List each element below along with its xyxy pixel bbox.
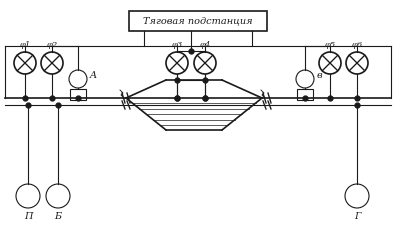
Text: φ5: φ5: [324, 41, 336, 49]
Bar: [70, 89, 86, 99]
Text: φ6: φ6: [351, 41, 363, 49]
Text: П: П: [24, 212, 32, 221]
Text: φ4: φ4: [199, 41, 211, 49]
Text: Г: Г: [354, 212, 360, 221]
Text: φ3: φ3: [171, 41, 183, 49]
Bar: [297, 89, 313, 99]
Text: в: в: [317, 71, 323, 79]
Text: A: A: [90, 71, 97, 79]
Text: Тяговая подстанция: Тяговая подстанция: [143, 16, 253, 26]
Bar: [129, 11, 267, 31]
Text: Б: Б: [54, 212, 61, 221]
Text: φ2: φ2: [46, 41, 58, 49]
Text: φ1: φ1: [19, 41, 30, 49]
